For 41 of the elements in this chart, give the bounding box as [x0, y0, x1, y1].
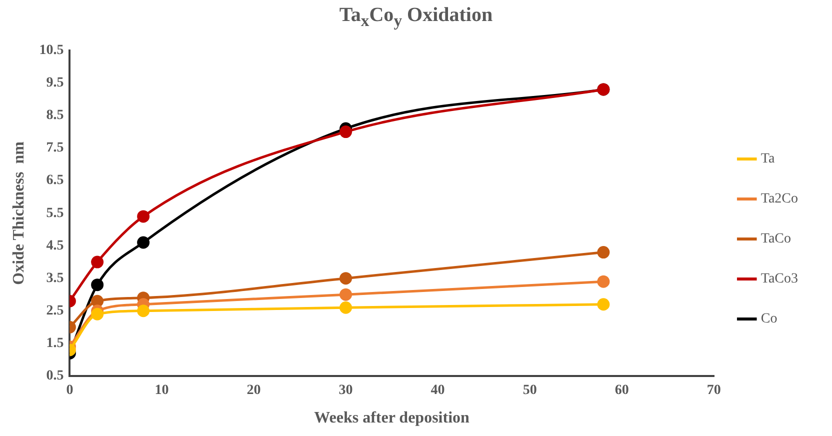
y-tick-label: 0.5	[46, 368, 64, 384]
legend-label: Co	[760, 312, 778, 327]
point	[340, 126, 352, 138]
point	[340, 272, 352, 285]
point	[340, 301, 352, 314]
point	[137, 236, 150, 249]
point	[91, 256, 104, 268]
point	[597, 275, 610, 288]
legend-label: Ta	[760, 152, 776, 167]
y-tick-label: 6.5	[46, 173, 64, 188]
point	[91, 278, 104, 292]
x-tick-label: 10	[154, 383, 169, 398]
x-tick-label: 0	[66, 383, 74, 398]
legend-label: Ta2Co	[760, 192, 798, 207]
x-tick-label: 20	[246, 383, 261, 398]
x-axis-title: Weeks after deposition	[314, 410, 470, 427]
x-tick-label: 40	[430, 383, 445, 398]
point	[91, 294, 104, 308]
point	[91, 308, 104, 320]
chart-title: Ta$_{x}$Co$_{y}$ Oxidation	[338, 4, 494, 31]
point	[340, 288, 352, 301]
y-tick-label: 3.5	[46, 270, 64, 286]
x-tick-label: 70	[706, 383, 721, 398]
y-axis-title: Oxide Thickness nm	[10, 140, 28, 285]
x-tick-label: 60	[614, 383, 629, 398]
point	[137, 304, 150, 318]
point	[597, 298, 610, 311]
y-tick-label: 7.5	[46, 140, 64, 156]
y-tick-label: 4.5	[46, 238, 64, 254]
y-tick-label: 8.5	[46, 108, 64, 124]
legend-label: TaCo	[760, 232, 792, 247]
y-tick-label: 10.5	[39, 43, 64, 58]
point	[597, 246, 610, 259]
x-tick-label: 50	[522, 383, 537, 398]
y-tick-label: 1.5	[46, 336, 64, 352]
y-tick-label: 2.5	[46, 303, 64, 318]
x-tick-label: 30	[338, 383, 353, 398]
legend-label: TaCo3	[760, 272, 798, 287]
y-tick-label: 9.5	[46, 76, 64, 91]
point	[137, 210, 150, 223]
y-tick-label: 5.5	[46, 206, 64, 221]
